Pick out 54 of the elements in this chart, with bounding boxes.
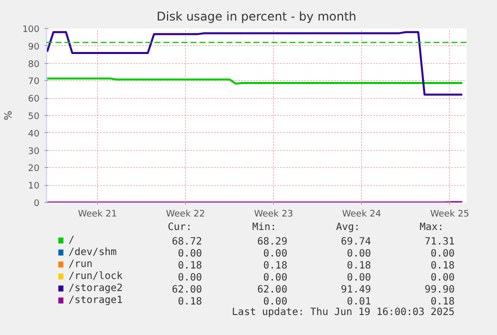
text: 0.00 bbox=[430, 272, 455, 284]
text: 68.72 bbox=[172, 236, 202, 248]
text: Max: bbox=[420, 222, 444, 233]
x-tick-label: Week 25 bbox=[430, 210, 470, 220]
y-tick-label: 70 bbox=[28, 77, 40, 88]
text: 0.18 bbox=[263, 260, 288, 272]
y-tick-label: 80 bbox=[28, 60, 40, 70]
text: 0.00 bbox=[263, 296, 288, 308]
y-tick-label: 50 bbox=[28, 112, 40, 122]
text: Cur: bbox=[168, 222, 192, 233]
text: 62.00 bbox=[172, 284, 202, 296]
text: 0.00 bbox=[178, 248, 202, 260]
legend-label: /storage1 bbox=[68, 295, 123, 306]
legend-label: /run bbox=[68, 259, 93, 270]
legend-label: /dev/shm bbox=[68, 247, 117, 258]
text: 0.00 bbox=[178, 272, 202, 284]
text: Avg: bbox=[336, 222, 360, 233]
y-tick-label: 10 bbox=[28, 182, 40, 192]
text: 0.00 bbox=[263, 248, 288, 260]
chart-title: Disk usage in percent - by month bbox=[156, 10, 356, 24]
y-tick-label: 40 bbox=[28, 129, 40, 140]
text: 0.18 bbox=[178, 296, 202, 308]
text: 0.00 bbox=[430, 248, 455, 260]
text: Last update: Thu Jun 19 16:00:03 2025 bbox=[232, 307, 455, 318]
x-tick-label: Week 22 bbox=[166, 210, 206, 220]
text: 0.01 bbox=[346, 296, 372, 308]
text: Min: bbox=[252, 222, 276, 233]
y-tick-label: 100 bbox=[22, 25, 40, 35]
line-series bbox=[46, 31, 464, 96]
text: 0.18 bbox=[430, 296, 455, 308]
y-tick-label: 0 bbox=[34, 199, 40, 209]
text: 0.00 bbox=[346, 272, 372, 284]
text: 0.18 bbox=[430, 260, 455, 272]
legend-label: / bbox=[68, 235, 75, 246]
text: 0.00 bbox=[346, 248, 372, 260]
y-axis-title: % bbox=[3, 110, 14, 120]
y-tick-label: 30 bbox=[28, 146, 40, 157]
text: 69.74 bbox=[340, 236, 372, 248]
text: 0.18 bbox=[346, 260, 372, 272]
text: 62.00 bbox=[257, 284, 288, 296]
y-tick-label: 90 bbox=[28, 42, 40, 52]
legend-label: /run/lock bbox=[68, 271, 123, 282]
x-tick-label: Week 21 bbox=[78, 210, 117, 220]
x-tick-label: Week 23 bbox=[254, 210, 294, 220]
y-tick-label: 20 bbox=[28, 164, 40, 174]
text: 0.00 bbox=[263, 272, 288, 284]
text: 68.29 bbox=[257, 236, 288, 248]
text: 0.18 bbox=[178, 260, 202, 272]
x-tick-label: Week 24 bbox=[342, 210, 382, 220]
y-tick-label: 60 bbox=[28, 94, 40, 105]
legend-label: /storage2 bbox=[68, 283, 123, 294]
text: 99.90 bbox=[424, 284, 455, 296]
text: 71.31 bbox=[424, 236, 455, 248]
text: 91.49 bbox=[340, 284, 372, 296]
